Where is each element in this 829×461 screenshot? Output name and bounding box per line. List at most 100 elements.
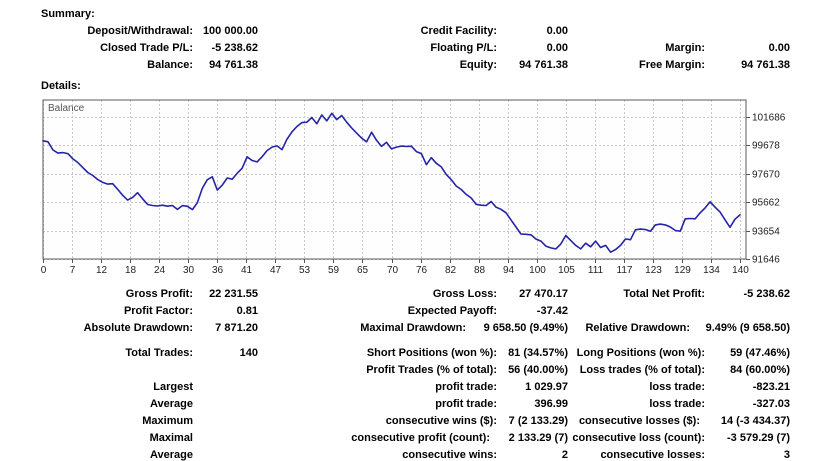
largest-label: Largest	[153, 381, 193, 393]
profit-factor-label: Profit Factor:	[123, 305, 193, 317]
balance-label: Balance:	[147, 59, 193, 71]
x-axis-label: 129	[674, 265, 691, 276]
consecutive-loss-value: -3 579.29 (7)	[727, 432, 790, 444]
average-loss-trade-value: -327.03	[752, 398, 790, 410]
gross-loss-label: Gross Loss:	[432, 288, 497, 300]
gross-loss-value: 27 470.17	[519, 288, 568, 300]
y-axis-label: 97670	[752, 170, 780, 181]
x-axis-label: 100	[529, 265, 546, 276]
x-axis-label: 70	[387, 265, 399, 276]
consecutive-losses-label: consecutive losses ($):	[578, 415, 700, 427]
x-axis-label: 65	[357, 265, 369, 276]
loss-trades-label: Loss trades (% of total):	[579, 364, 705, 376]
y-axis-label: 91646	[752, 255, 780, 266]
floating-pl-value: 0.00	[546, 42, 568, 54]
average-label: Average	[149, 398, 193, 410]
long-positions-label: Long Positions (won %):	[576, 347, 705, 359]
largest-profit-trade-value: 1 029.97	[525, 381, 568, 393]
x-axis-label: 59	[328, 265, 340, 276]
closed-trade-pl-value: -5 238.62	[211, 42, 258, 54]
x-axis-label: 134	[703, 265, 720, 276]
equity-label: Equity:	[459, 59, 497, 71]
consecutive-profit-value: 2 133.29 (7)	[508, 432, 568, 444]
total-trades-label: Total Trades:	[125, 347, 193, 359]
total-trades-value: 140	[239, 347, 258, 359]
floating-pl-label: Floating P/L:	[430, 42, 497, 54]
average-profit-trade-label: profit trade:	[435, 398, 497, 410]
average2-label: Average	[149, 449, 193, 461]
avg-consecutive-wins-label: consecutive wins:	[402, 449, 497, 461]
long-positions-value: 59 (47.46%)	[730, 347, 790, 359]
x-axis-label: 123	[645, 265, 662, 276]
chart-plot-area	[43, 100, 746, 259]
consecutive-loss-label: consecutive loss (count):	[572, 432, 705, 444]
margin-label: Margin:	[665, 42, 705, 54]
credit-facility-value: 0.00	[546, 25, 568, 37]
consecutive-profit-label: consecutive profit (count):	[351, 432, 490, 444]
profit-factor-value: 0.81	[236, 305, 258, 317]
avg-consecutive-losses-value: 3	[783, 449, 790, 461]
maximum-label: Maximum	[142, 415, 193, 427]
x-axis-label: 18	[125, 265, 137, 276]
balance-line	[42, 112, 741, 253]
short-positions-value: 81 (34.57%)	[508, 347, 568, 359]
x-axis-label: 30	[183, 265, 195, 276]
consecutive-wins-value: 7 (2 133.29)	[508, 415, 568, 427]
balance-value: 94 761.38	[209, 59, 258, 71]
equity-value: 94 761.38	[519, 59, 568, 71]
x-axis-label: 82	[445, 265, 457, 276]
x-axis-label: 76	[416, 265, 428, 276]
x-axis-label: 47	[270, 265, 282, 276]
largest-profit-trade-label: profit trade:	[435, 381, 497, 393]
x-axis-label: 117	[617, 265, 633, 276]
gross-profit-label: Gross Profit:	[125, 288, 193, 300]
x-axis-label: 12	[96, 265, 108, 276]
y-axis-label: 99678	[752, 141, 780, 152]
x-axis-labels: 0 7 12 18 24 30 36 41 47 53 59 65 70 76 82 88 94 100 105 11…	[41, 265, 750, 276]
average-loss-trade-label: loss trade:	[649, 398, 705, 410]
average-profit-trade-value: 396.99	[534, 398, 568, 410]
x-axis-label: 36	[212, 265, 224, 276]
consecutive-losses-value: 14 (-3 434.37)	[720, 415, 790, 427]
consecutive-wins-label: consecutive wins ($):	[385, 415, 497, 427]
profit-trades-label: Profit Trades (% of total):	[366, 364, 497, 376]
x-axis-label: 24	[154, 265, 166, 276]
summary-heading: Summary:	[41, 8, 95, 20]
x-axis-label: 0	[41, 265, 47, 276]
chart-border	[42, 99, 747, 260]
x-axis-label: 88	[474, 265, 486, 276]
chart-tick-marks	[43, 117, 750, 263]
profit-trades-value: 56 (40.00%)	[508, 364, 568, 376]
largest-loss-trade-value: -823.21	[752, 381, 790, 393]
loss-trades-value: 84 (60.00%)	[730, 364, 790, 376]
absolute-drawdown-label: Absolute Drawdown:	[83, 322, 193, 334]
x-axis-label: 105	[558, 265, 575, 276]
y-axis-label: 95662	[752, 198, 780, 209]
short-positions-label: Short Positions (won %):	[366, 347, 497, 359]
absolute-drawdown-value: 7 871.20	[215, 322, 258, 334]
credit-facility-label: Credit Facility:	[420, 25, 497, 37]
x-axis-label: 111	[588, 265, 604, 276]
relative-drawdown-value: 9.49% (9 658.50)	[705, 322, 790, 334]
x-axis-label: 94	[503, 265, 515, 276]
chart-gridlines	[43, 100, 746, 260]
expected-payoff-value: -37.42	[536, 305, 568, 317]
closed-trade-pl-label: Closed Trade P/L:	[100, 42, 193, 54]
maximal-label: Maximal	[149, 432, 193, 444]
x-axis-label: 140	[732, 265, 749, 276]
margin-value: 0.00	[768, 42, 790, 54]
details-heading: Details:	[41, 80, 81, 92]
relative-drawdown-label: Relative Drawdown:	[585, 322, 690, 334]
free-margin-value: 94 761.38	[741, 59, 790, 71]
gross-profit-value: 22 231.55	[209, 288, 258, 300]
expected-payoff-label: Expected Payoff:	[407, 305, 497, 317]
deposit-withdrawal-value: 100 000.00	[202, 25, 258, 37]
deposit-withdrawal-label: Deposit/Withdrawal:	[87, 25, 193, 37]
x-axis-label: 41	[241, 265, 253, 276]
total-net-profit-label: Total Net Profit:	[623, 288, 705, 300]
x-axis-label: 53	[299, 265, 311, 276]
free-margin-label: Free Margin:	[638, 59, 705, 71]
largest-loss-trade-label: loss trade:	[649, 381, 705, 393]
y-axis-labels: 101686 99678 97670 95662 93654 91646	[752, 113, 786, 266]
